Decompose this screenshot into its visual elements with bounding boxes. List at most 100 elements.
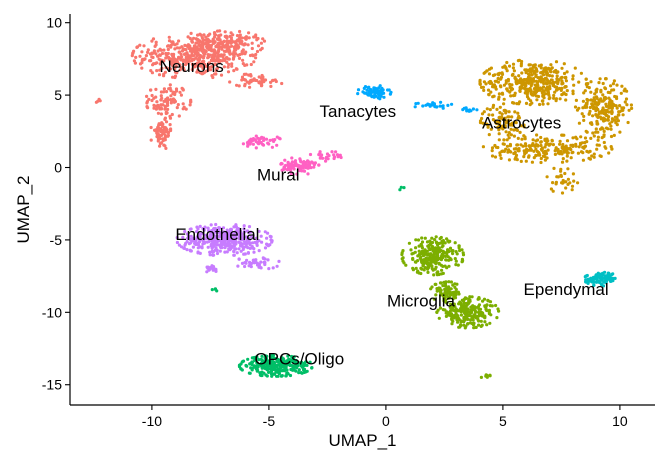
point — [367, 85, 371, 89]
point — [474, 325, 478, 329]
point — [518, 85, 523, 89]
point — [450, 249, 454, 253]
point — [167, 35, 171, 39]
point — [591, 279, 595, 283]
point — [546, 139, 550, 143]
points-layer — [94, 29, 634, 379]
point — [550, 74, 554, 78]
point — [526, 81, 531, 85]
point — [590, 102, 594, 106]
point — [506, 150, 510, 154]
point — [290, 171, 294, 175]
point — [317, 163, 321, 167]
point — [424, 252, 428, 256]
cluster-labels: Neurons Tanacytes Astrocytes Mural Endotheli… — [160, 57, 609, 369]
point — [196, 227, 200, 231]
point — [308, 152, 313, 157]
point — [237, 247, 241, 251]
point — [561, 157, 565, 161]
point — [300, 164, 304, 168]
point — [440, 245, 444, 249]
point — [626, 120, 630, 125]
point — [543, 145, 547, 149]
point — [240, 236, 244, 240]
point — [237, 236, 242, 241]
point — [302, 169, 307, 173]
point — [488, 373, 492, 377]
point — [607, 110, 611, 114]
point — [605, 279, 609, 283]
point — [247, 225, 252, 229]
point — [238, 29, 242, 34]
point — [529, 99, 533, 103]
point — [414, 238, 418, 242]
point — [263, 78, 268, 82]
point — [582, 114, 586, 118]
point — [502, 138, 506, 142]
point — [283, 158, 287, 162]
point — [510, 86, 514, 90]
point — [189, 227, 193, 231]
point — [259, 41, 263, 45]
point — [166, 47, 170, 52]
point — [264, 137, 269, 141]
point — [407, 241, 411, 245]
point — [540, 147, 544, 151]
point — [605, 114, 609, 118]
point — [150, 39, 154, 43]
point — [202, 51, 206, 55]
point — [421, 263, 425, 267]
point — [565, 89, 569, 93]
point — [187, 46, 191, 51]
point — [595, 107, 599, 111]
point — [493, 119, 497, 123]
point — [502, 83, 506, 87]
point — [420, 249, 425, 253]
point — [175, 42, 179, 46]
point — [599, 154, 603, 158]
point — [149, 59, 153, 63]
point — [157, 122, 161, 126]
point — [156, 139, 160, 143]
point — [510, 115, 514, 119]
point — [532, 63, 536, 67]
point — [402, 261, 406, 265]
point — [259, 234, 263, 238]
point — [196, 33, 200, 37]
point — [170, 53, 175, 58]
point — [599, 110, 603, 114]
point — [457, 244, 461, 248]
point — [583, 136, 588, 140]
point — [436, 270, 440, 274]
point — [222, 44, 226, 49]
point — [206, 65, 210, 69]
point — [194, 48, 198, 52]
point — [218, 38, 222, 42]
point — [506, 133, 510, 137]
point — [180, 86, 184, 90]
point — [207, 268, 211, 272]
point — [515, 128, 520, 132]
point — [562, 62, 566, 66]
point — [554, 97, 559, 101]
point — [424, 250, 428, 254]
cluster-opcs-oligo-points — [210, 185, 406, 378]
point — [470, 295, 474, 299]
point — [245, 258, 249, 262]
point — [306, 166, 311, 170]
point — [554, 146, 558, 150]
point — [185, 232, 189, 236]
point — [604, 96, 608, 101]
point — [449, 293, 453, 297]
point — [483, 320, 487, 324]
point — [243, 42, 247, 46]
cluster-label-neurons: Neurons — [160, 57, 224, 76]
point — [445, 287, 449, 291]
point — [493, 155, 498, 159]
point — [538, 153, 542, 157]
point — [263, 257, 267, 261]
point — [203, 62, 207, 66]
point — [200, 43, 204, 47]
point — [539, 66, 543, 70]
cluster-label-endothelial: Endothelial — [175, 225, 259, 244]
